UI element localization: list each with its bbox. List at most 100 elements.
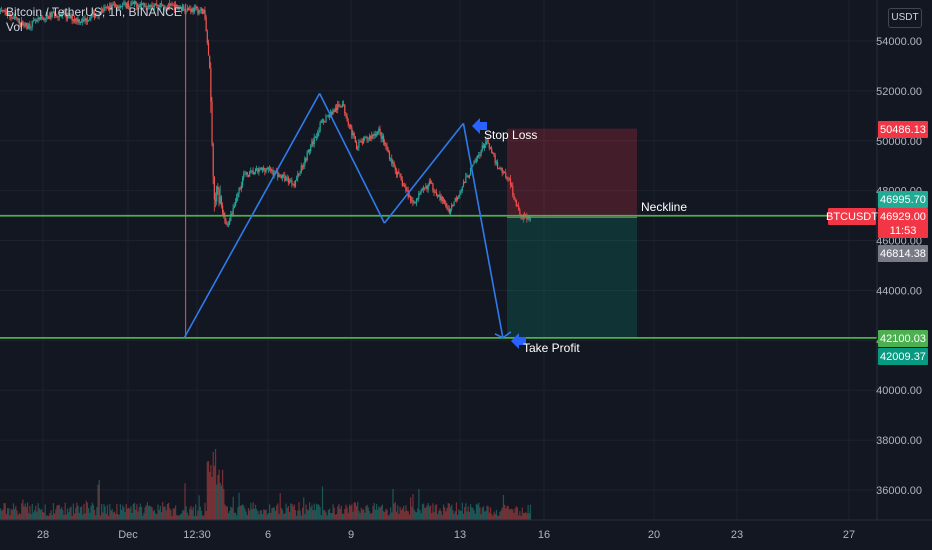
candle-body <box>97 14 99 16</box>
volume-bar <box>104 506 106 520</box>
stop-loss-label[interactable]: Stop Loss <box>484 128 537 142</box>
time-tick-label: 12:30 <box>183 529 211 541</box>
volume-bar <box>489 507 492 520</box>
candle-body <box>381 136 384 139</box>
volume-bar <box>493 511 495 520</box>
volume-bar <box>43 512 45 520</box>
candle-body <box>65 13 67 19</box>
candle-body <box>1 9 3 12</box>
candle-body <box>224 215 226 222</box>
volume-bar <box>417 508 419 520</box>
volume-bar <box>159 505 161 520</box>
candle-body <box>12 17 15 19</box>
candle-body <box>395 170 398 175</box>
candle-body <box>92 12 94 15</box>
candle-body <box>42 18 44 20</box>
candle-body <box>57 16 59 18</box>
candle-body <box>176 4 178 7</box>
volume-bar <box>244 508 246 520</box>
candle-body <box>195 6 197 8</box>
candle-body <box>280 175 282 178</box>
candle-body <box>186 8 188 12</box>
neckline-label[interactable]: Neckline <box>641 200 687 214</box>
volume-bar <box>461 502 463 520</box>
volume-bar <box>363 508 365 520</box>
candle-body <box>217 186 219 190</box>
volume-bar <box>387 515 389 520</box>
candle-body <box>183 5 185 10</box>
volume-bar <box>45 515 47 520</box>
candle-body <box>301 165 304 167</box>
volume-bar <box>152 511 154 520</box>
candle-body <box>373 133 375 136</box>
volume-bar <box>119 504 121 520</box>
volume-bar <box>49 513 51 520</box>
candle-body <box>52 12 55 13</box>
volume-bar <box>54 513 56 520</box>
take-profit-label[interactable]: Take Profit <box>523 341 580 355</box>
volume-bar <box>98 480 100 520</box>
volume-bar <box>472 507 474 520</box>
volume-bar <box>58 504 60 520</box>
candle-body <box>31 20 33 27</box>
symbol-title[interactable]: Bitcoin / TetherUS, 1h, BINANCE <box>6 5 182 19</box>
volume-bar <box>16 510 18 520</box>
volume-bar <box>85 500 87 520</box>
candle-body <box>9 12 11 17</box>
volume-bar <box>237 507 239 520</box>
candle-body <box>359 141 361 142</box>
volume-bar <box>401 508 403 520</box>
volume-bar <box>345 504 347 520</box>
candle-body <box>192 8 194 12</box>
volume-bar <box>81 506 83 520</box>
volume-indicator-label[interactable]: Vol <box>6 20 23 34</box>
volume-bar <box>88 508 90 520</box>
volume-bar <box>336 514 338 520</box>
volume-bar <box>175 505 177 520</box>
volume-bar <box>441 514 443 520</box>
candle-body <box>431 183 433 184</box>
candle-body <box>162 4 164 6</box>
volume-bar <box>286 507 288 520</box>
candle-body <box>512 186 514 195</box>
volume-bar <box>142 515 144 520</box>
volume-bar <box>439 508 441 520</box>
price-tick-label: 38000.00 <box>876 435 922 447</box>
volume-bar <box>109 503 111 520</box>
symbol-tag-label: BTCUSDT <box>826 211 878 223</box>
volume-bar <box>44 504 46 520</box>
candle-body <box>484 144 486 149</box>
volume-bar <box>527 504 529 520</box>
candle-body <box>78 19 80 23</box>
volume-bar <box>402 505 405 520</box>
candle-body <box>110 4 112 8</box>
pattern-segment <box>383 122 465 224</box>
candle-body <box>426 186 428 190</box>
volume-bar <box>52 503 55 520</box>
candle-body <box>95 14 97 18</box>
horizontal-lines <box>0 214 877 339</box>
volume-bar <box>206 461 208 520</box>
candle-body <box>250 170 252 172</box>
volume-bar <box>264 509 266 520</box>
volume-bar <box>469 504 472 520</box>
candle-body <box>284 174 286 181</box>
candle-body <box>489 148 492 150</box>
volume-bar <box>509 509 512 520</box>
currency-unit[interactable]: USDT <box>888 8 922 28</box>
candle-body <box>379 128 381 133</box>
volume-bar <box>196 515 198 520</box>
candle-body <box>434 192 436 194</box>
time-tick-label: 20 <box>648 529 660 541</box>
volume-bar <box>310 507 312 520</box>
volume-bar <box>260 510 262 520</box>
candle-body <box>90 15 92 19</box>
candle-body <box>230 213 232 221</box>
candle-body <box>205 17 207 32</box>
volume-bar <box>414 511 416 520</box>
candle-body <box>133 1 136 5</box>
candle-body <box>169 3 171 8</box>
volume-bar <box>263 509 265 520</box>
candle-body <box>177 6 179 9</box>
